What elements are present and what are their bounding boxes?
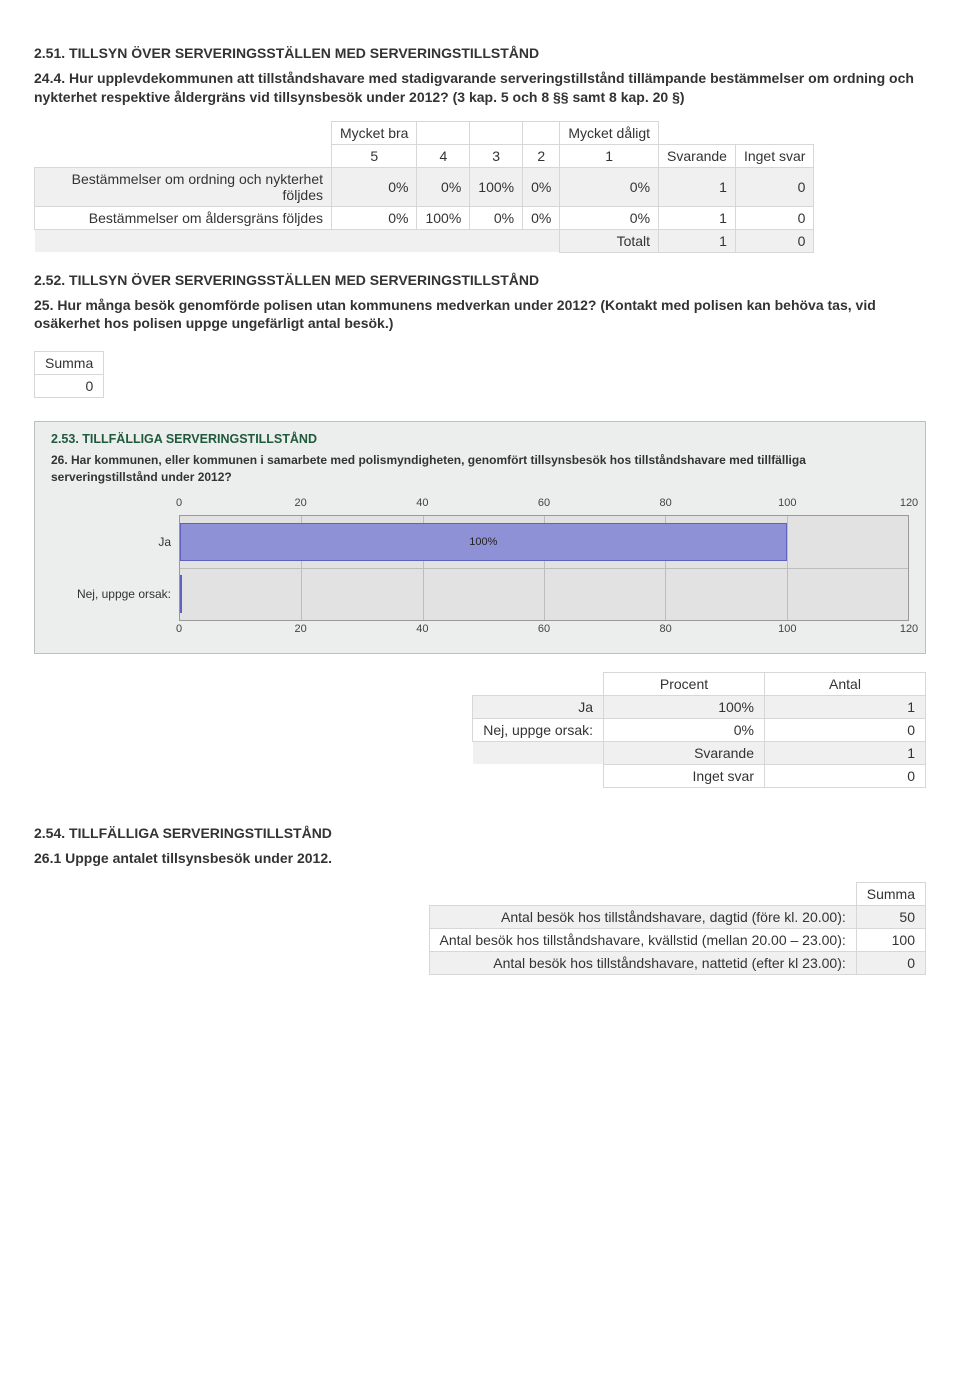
r1c6: 0	[735, 206, 813, 229]
t253-svarande-v: 1	[765, 741, 926, 764]
totalt-label: Totalt	[560, 229, 659, 252]
table-254: Summa Antal besök hos tillståndshavare, …	[429, 882, 926, 975]
r0c2: 100%	[470, 167, 523, 206]
col-4: 4	[417, 144, 470, 167]
col-2: 2	[523, 144, 560, 167]
summa-252-label: Summa	[35, 352, 104, 375]
chart-253-plot-row: Ja Nej, uppge orsak: 020406080100120 100…	[51, 497, 909, 639]
r1c0: 0%	[332, 206, 417, 229]
t254-r1-l: Antal besök hos tillståndshavare, kvälls…	[429, 928, 856, 951]
t254-r1-v: 100	[856, 928, 925, 951]
col-3: 3	[470, 144, 523, 167]
t254-r0-v: 50	[856, 905, 925, 928]
summa-252-value: 0	[35, 375, 104, 398]
col-inget: Inget svar	[735, 144, 813, 167]
t253-svarande-l: Svarande	[604, 741, 765, 764]
table-251: Mycket bra Mycket dåligt 5 4 3 2 1 Svara…	[34, 121, 814, 253]
row-0-label: Bestämmelser om ordning och nykterhet fö…	[35, 167, 332, 206]
hdr-procent: Procent	[604, 672, 765, 695]
bar-0-label: 100%	[469, 536, 497, 548]
xaxis-bottom: 020406080100120	[179, 623, 909, 639]
chart-y-labels: Ja Nej, uppge orsak:	[51, 497, 179, 639]
t253-inget-v: 0	[765, 764, 926, 787]
t253-r1-p: 0%	[604, 718, 765, 741]
question-24-4: 24.4. Hur upplevdekommunen att tillstånd…	[34, 69, 926, 107]
hdr-antal: Antal	[765, 672, 926, 695]
t253-r1-label: Nej, uppge orsak:	[473, 718, 604, 741]
r1c3: 0%	[523, 206, 560, 229]
r0c5: 1	[659, 167, 736, 206]
t253-inget-l: Inget svar	[604, 764, 765, 787]
t253-r0-label: Ja	[473, 695, 604, 718]
t253-r1-a: 0	[765, 718, 926, 741]
scale-left: Mycket bra	[332, 121, 417, 144]
r1c2: 0%	[470, 206, 523, 229]
t254-r0-l: Antal besök hos tillståndshavare, dagtid…	[429, 905, 856, 928]
row-1-label: Bestämmelser om åldersgräns följdes	[35, 206, 332, 229]
chart-253-question: 26. Har kommunen, eller kommunen i samar…	[51, 452, 909, 484]
t253-r0-p: 100%	[604, 695, 765, 718]
chart-plot-area: 100%	[179, 515, 909, 621]
totalt-1: 0	[735, 229, 813, 252]
chart-253-box: 2.53. TILLFÄLLIGA SERVERINGSTILLSTÅND 26…	[34, 421, 926, 653]
col-5: 5	[332, 144, 417, 167]
col-1: 1	[560, 144, 659, 167]
r1c1: 100%	[417, 206, 470, 229]
scale-right: Mycket dåligt	[560, 121, 659, 144]
r0c1: 0%	[417, 167, 470, 206]
t253-r0-a: 1	[765, 695, 926, 718]
section-252-title: 2.52. TILLSYN ÖVER SERVERINGSSTÄLLEN MED…	[34, 271, 926, 290]
t254-r2-l: Antal besök hos tillståndshavare, nattet…	[429, 951, 856, 974]
summa-252: Summa 0	[34, 351, 104, 398]
ylabel-nej: Nej, uppge orsak:	[51, 568, 179, 620]
bar-1	[180, 575, 182, 613]
ylabel-ja: Ja	[51, 516, 179, 568]
table-253: Procent Antal Ja 100% 1 Nej, uppge orsak…	[472, 672, 926, 788]
summa-254-label: Summa	[856, 882, 925, 905]
r0c6: 0	[735, 167, 813, 206]
section-254-title: 2.54. TILLFÄLLIGA SERVERINGSTILLSTÅND	[34, 824, 926, 843]
t254-r2-v: 0	[856, 951, 925, 974]
r0c3: 0%	[523, 167, 560, 206]
r1c5: 1	[659, 206, 736, 229]
totalt-0: 1	[659, 229, 736, 252]
chart-253-title: 2.53. TILLFÄLLIGA SERVERINGSTILLSTÅND	[51, 432, 909, 446]
question-25: 25. Hur många besök genomförde polisen u…	[34, 296, 926, 334]
question-26-1: 26.1 Uppge antalet tillsynsbesök under 2…	[34, 849, 926, 868]
r1c4: 0%	[560, 206, 659, 229]
xaxis-top: 020406080100120	[179, 497, 909, 513]
r0c0: 0%	[332, 167, 417, 206]
col-svarande: Svarande	[659, 144, 736, 167]
section-251-title: 2.51. TILLSYN ÖVER SERVERINGSSTÄLLEN MED…	[34, 44, 926, 63]
r0c4: 0%	[560, 167, 659, 206]
